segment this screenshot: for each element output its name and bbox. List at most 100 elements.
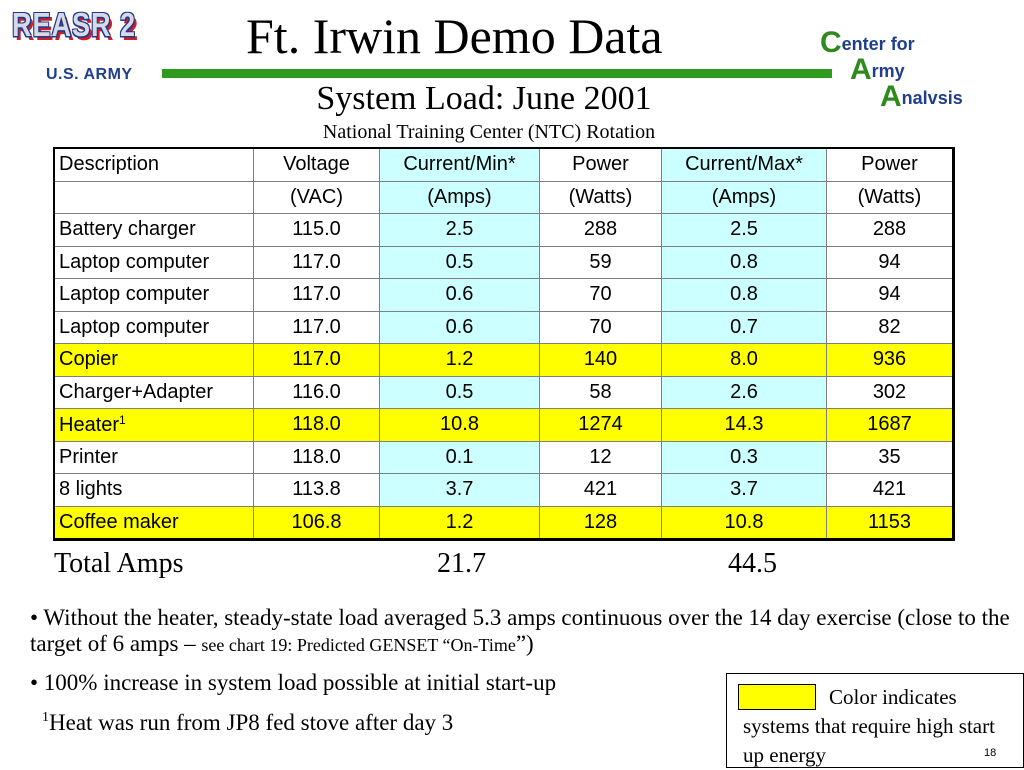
table-row: Laptop computer 117.0 0.6 70 0.7 82	[53, 310, 955, 344]
table-cell: 0.7	[661, 310, 827, 344]
table-cell: 82	[826, 310, 955, 344]
table-cell: Description	[53, 147, 254, 182]
footnote-marker: 1	[119, 412, 126, 427]
table-cell-text: Laptop computer	[59, 283, 210, 306]
table-cell: Laptop computer	[53, 278, 254, 312]
caa-logo-line-2: Army	[850, 53, 905, 86]
table-cell: 12	[539, 440, 662, 474]
table-cell: 2.6	[661, 375, 827, 409]
table-cell: 3.7	[379, 473, 540, 507]
bullet-startup-increase: • 100% increase in system load possible …	[30, 670, 557, 695]
slide-subtitle: System Load: June 2001	[316, 80, 652, 117]
table-cell-text: 302	[872, 380, 907, 403]
table-cell: Power	[539, 147, 662, 182]
system-load-table-body: Description Voltage Current/Min* Power Curre…	[53, 147, 955, 541]
table-cell-text: 0.5	[445, 250, 474, 273]
table-cell-text: (VAC)	[290, 185, 343, 208]
table-cell: 117.0	[253, 278, 380, 312]
table-cell-text: 128	[583, 510, 618, 533]
table-row: Heater1 118.0 10.8 1274 14.3 1687	[53, 408, 955, 442]
table-cell: 1274	[539, 408, 662, 442]
table-cell-text: Copier	[59, 348, 118, 371]
table-cell: (Amps)	[379, 180, 540, 214]
table-cell: 0.5	[379, 375, 540, 409]
legend-swatch	[738, 684, 816, 710]
slide-sub-subtitle: National Training Center (NTC) Rotation	[322, 121, 656, 143]
table-cell-text: 2.6	[730, 380, 758, 403]
table-cell-text: 0.1	[445, 445, 474, 468]
table-cell-text: 117.0	[292, 348, 341, 371]
table-cell: 10.8	[379, 408, 540, 442]
system-load-table: Description Voltage Current/Min* Power Curre…	[53, 147, 955, 541]
table-cell-text: 2.5	[445, 218, 474, 241]
table-cell: Power	[826, 147, 955, 182]
table-cell-text: 0.5	[445, 380, 474, 403]
table-cell: 128	[539, 505, 662, 541]
table-cell-text: 14.3	[724, 413, 764, 436]
table-cell: 1153	[826, 505, 955, 541]
table-cell: 117.0	[253, 310, 380, 344]
caa-logo: Center for Army Analvsis	[820, 26, 963, 113]
table-cell: 70	[539, 278, 662, 312]
table-cell: 118.0	[253, 440, 380, 474]
table-cell-text: 0.6	[445, 283, 474, 306]
table-cell: 58	[539, 375, 662, 409]
table-cell-text: 2.5	[730, 218, 758, 241]
caa-logo-line-1: Center for	[820, 26, 915, 59]
table-cell-text: 10.8	[724, 510, 764, 533]
table-cell: 8 lights	[53, 473, 254, 507]
table-row: Battery charger 115.0 2.5 288 2.5 288	[53, 213, 955, 247]
table-cell-text: Heater	[59, 413, 120, 436]
table-cell-text: 936	[872, 348, 907, 371]
table-cell-text: 421	[583, 478, 618, 501]
table-cell-text: (Watts)	[568, 185, 633, 208]
table-cell-text: 1687	[867, 413, 912, 436]
table-cell-text: 1.2	[445, 510, 474, 533]
chart-reference-note: see chart 19: Predicted GENSET “On-Time	[201, 635, 516, 655]
table-units-row: (VAC) (Amps) (Watts) (Amps) (Watts)	[53, 180, 955, 214]
table-cell-text: 0.6	[445, 315, 474, 338]
table-cell: 936	[826, 343, 955, 377]
table-cell: 0.1	[379, 440, 540, 474]
table-cell-text: Laptop computer	[59, 315, 210, 338]
table-cell-text: 117.0	[292, 315, 341, 338]
table-cell: 116.0	[253, 375, 380, 409]
table-cell-text: 117.0	[292, 250, 341, 273]
table-cell-text: Charger+Adapter	[59, 380, 213, 403]
bullet-steady-state: • Without the heater, steady-state load …	[30, 605, 1010, 658]
table-row: Printer 118.0 0.1 12 0.3 35	[53, 440, 955, 474]
table-cell-text: 1153	[867, 510, 911, 533]
table-cell: 0.6	[379, 310, 540, 344]
table-cell: 421	[826, 473, 955, 507]
table-cell: 1687	[826, 408, 955, 442]
table-row: Laptop computer 117.0 0.6 70 0.8 94	[53, 278, 955, 312]
table-cell: 0.5	[379, 245, 540, 279]
table-cell-text: 8 lights	[59, 478, 123, 501]
table-row: Copier 117.0 1.2 140 8.0 936	[53, 343, 955, 377]
table-cell-text: 106.8	[291, 510, 342, 533]
caa-logo-line-3: Analvsis	[880, 80, 963, 113]
table-cell: 106.8	[253, 505, 380, 541]
table-cell: 10.8	[661, 505, 827, 541]
table-cell-text: 117.0	[292, 283, 341, 306]
table-cell: Current/Min*	[379, 147, 540, 182]
table-cell: 0.8	[661, 278, 827, 312]
table-cell-text: 94	[878, 250, 901, 273]
table-cell: 1.2	[379, 343, 540, 377]
table-cell-text: (Amps)	[711, 185, 777, 208]
table-cell: 59	[539, 245, 662, 279]
table-cell-text: 0.3	[730, 445, 758, 468]
table-cell-text: 115.0	[292, 218, 341, 241]
table-cell-text: 1.2	[445, 348, 474, 371]
table-cell: Current/Max*	[661, 147, 827, 182]
table-cell-text: Laptop computer	[59, 250, 210, 273]
table-cell-text: (Amps)	[427, 185, 492, 208]
table-cell-text: 288	[583, 218, 618, 241]
reasr-logo: REASR 2	[12, 6, 137, 44]
table-cell-text: 1274	[578, 413, 623, 436]
table-cell: Printer	[53, 440, 254, 474]
table-cell: Heater1	[53, 408, 254, 442]
heater-footnote: 1Heat was run from JP8 fed stove after d…	[42, 710, 453, 736]
page-title: Ft. Irwin Demo Data	[246, 8, 663, 64]
table-cell: 70	[539, 310, 662, 344]
